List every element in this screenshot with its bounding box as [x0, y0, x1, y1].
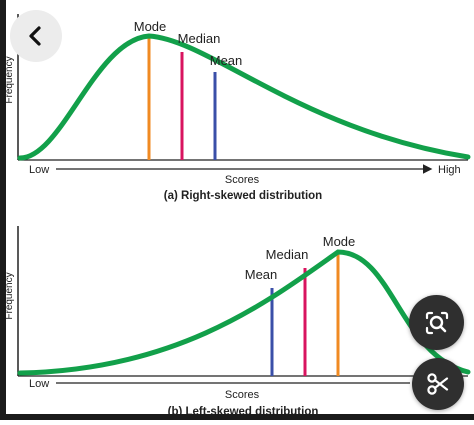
chart-a-x-low: Low [29, 164, 49, 176]
chart-a-curve [17, 33, 471, 161]
chart-a-x-high: High [438, 164, 461, 176]
chart-a-xlabel: Scores [225, 174, 260, 186]
chart-a-label-mode: Mode [134, 19, 167, 34]
back-button[interactable] [10, 10, 62, 62]
chart-b-x-low: Low [29, 378, 49, 390]
chart-a-label-mean: Mean [210, 53, 243, 68]
frame-bottom-edge [0, 414, 474, 420]
frame-left-edge [0, 0, 6, 420]
chevron-left-icon [29, 26, 41, 46]
chart-b-label-mode: Mode [323, 234, 356, 249]
chart-a-title: (a) Right-skewed distribution [164, 190, 322, 202]
chart-a: Frequency Mode Median Mean Low High Scor… [4, 14, 471, 202]
scissors-button[interactable] [412, 358, 464, 410]
lens-search-button[interactable] [409, 295, 464, 350]
chart-b-label-mean: Mean [245, 267, 278, 282]
chart-b: Frequency Mean Median Mode Low Scores (b… [4, 226, 471, 418]
chart-b-label-median: Median [266, 247, 309, 262]
lens-search-icon [425, 311, 448, 334]
scissors-icon [427, 373, 449, 395]
chart-a-ylabel: Frequency [4, 56, 15, 103]
chart-b-xlabel: Scores [225, 389, 260, 401]
chart-b-ylabel: Frequency [4, 272, 15, 319]
chart-a-label-median: Median [178, 31, 221, 46]
